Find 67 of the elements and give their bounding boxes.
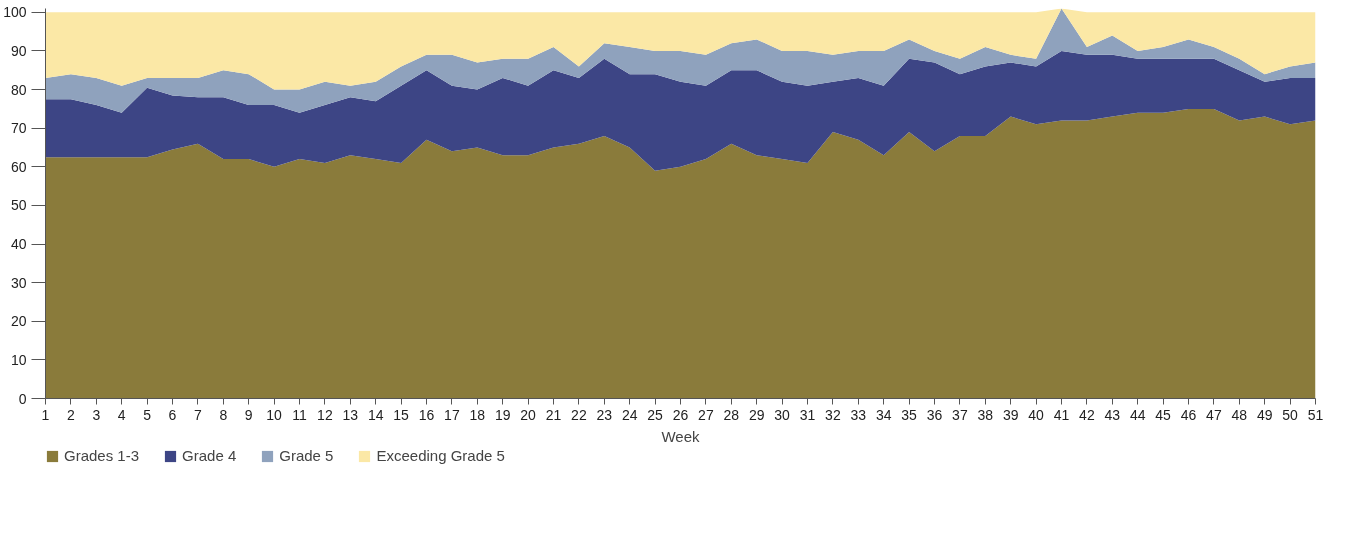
- y-tick-label: 50: [10, 197, 27, 214]
- x-tick-label: 16: [418, 406, 435, 423]
- x-tick-label: 40: [1028, 406, 1045, 423]
- x-tick-label: 7: [194, 406, 203, 423]
- x-tick-label: 13: [342, 406, 359, 423]
- x-tick-label: 1: [41, 406, 50, 423]
- x-tick-label: 43: [1104, 406, 1121, 423]
- x-tick-label: 28: [723, 406, 740, 423]
- x-tick-label: 5: [143, 406, 152, 423]
- x-tick-label: 12: [317, 406, 333, 423]
- legend-label: Exceeding Grade 5: [376, 447, 505, 464]
- x-tick-label: 41: [1053, 406, 1070, 423]
- x-tick-label: 21: [545, 406, 562, 423]
- x-tick-label: 14: [367, 406, 384, 423]
- x-tick-label: 22: [571, 406, 587, 423]
- y-tick-label: 70: [10, 120, 27, 137]
- legend-label: Grade 5: [279, 447, 334, 464]
- x-tick-label: 15: [393, 406, 410, 423]
- y-tick-label: 0: [18, 390, 27, 407]
- x-tick-label: 47: [1206, 406, 1222, 423]
- x-tick-label: 11: [292, 406, 307, 423]
- y-tick-label: 90: [10, 42, 27, 59]
- x-tick-label: 45: [1155, 406, 1172, 423]
- x-tick-label: 4: [117, 406, 126, 423]
- x-tick-label: 33: [850, 406, 867, 423]
- y-tick-label: 60: [10, 158, 27, 175]
- x-tick-label: 51: [1307, 406, 1324, 423]
- x-tick-label: 49: [1256, 406, 1273, 423]
- x-tick-label: 29: [748, 406, 765, 423]
- x-tick-label: 10: [266, 406, 283, 423]
- x-tick-label: 8: [219, 406, 228, 423]
- x-tick-label: 50: [1282, 406, 1299, 423]
- x-tick-label: 3: [92, 406, 101, 423]
- x-tick-label: 2: [67, 406, 76, 423]
- y-tick-label: 20: [10, 313, 27, 330]
- x-tick-label: 19: [494, 406, 511, 423]
- x-tick-label: 38: [977, 406, 994, 423]
- x-tick-label: 6: [168, 406, 177, 423]
- y-tick-label: 80: [10, 81, 27, 98]
- x-tick-label: 18: [469, 406, 486, 423]
- legend-label: Grades 1-3: [64, 447, 140, 464]
- x-tick-label: 26: [672, 406, 689, 423]
- x-tick-label: 39: [1002, 406, 1019, 423]
- x-tick-label: 9: [244, 406, 253, 423]
- x-tick-label: 25: [647, 406, 664, 423]
- x-tick-label: 24: [621, 406, 638, 423]
- x-tick-label: 46: [1180, 406, 1197, 423]
- x-tick-label: 31: [799, 406, 816, 423]
- y-tick-label: 10: [10, 351, 27, 368]
- x-tick-label: 32: [825, 406, 841, 423]
- y-tick-label: 40: [10, 236, 27, 253]
- y-tick-label: 100: [3, 4, 27, 21]
- x-tick-label: 35: [901, 406, 918, 423]
- x-tick-label: 23: [596, 406, 613, 423]
- legend-label: Grade 4: [182, 447, 237, 464]
- x-tick-label: 48: [1231, 406, 1248, 423]
- x-tick-label: 27: [698, 406, 714, 423]
- x-axis-title: Week: [661, 427, 701, 445]
- x-tick-label: 17: [444, 406, 460, 423]
- x-tick-label: 20: [520, 406, 537, 423]
- x-tick-label: 34: [875, 406, 892, 423]
- y-tick-label: 30: [10, 274, 27, 291]
- x-tick-label: 37: [952, 406, 968, 423]
- x-tick-label: 36: [926, 406, 943, 423]
- x-tick-label: 42: [1079, 406, 1095, 423]
- x-tick-label: 30: [774, 406, 791, 423]
- x-tick-label: 44: [1129, 406, 1146, 423]
